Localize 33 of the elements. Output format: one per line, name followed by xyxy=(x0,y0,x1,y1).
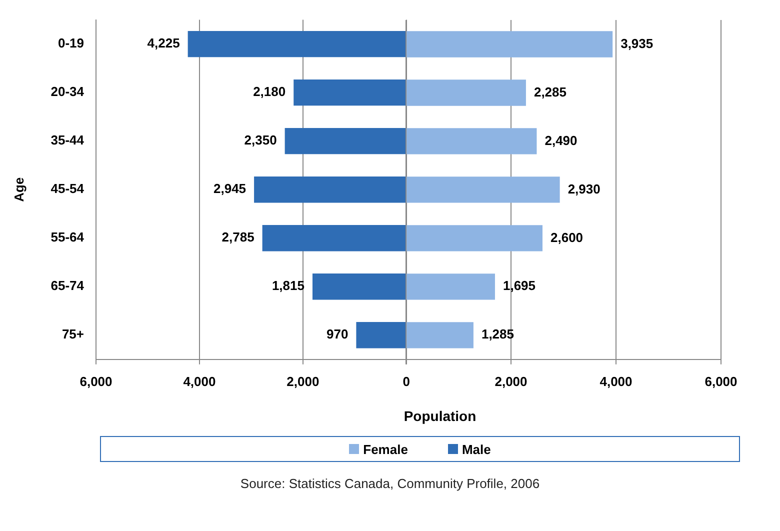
x-tick-label: 4,000 xyxy=(183,374,216,389)
data-label: 4,225 xyxy=(147,36,180,51)
x-axis-title: Population xyxy=(402,408,478,424)
data-label: 970 xyxy=(326,326,348,342)
data-label: 1,815 xyxy=(272,278,304,294)
x-tick-label: 2,000 xyxy=(286,374,320,389)
y-tick-label: 0-19 xyxy=(58,36,84,51)
data-label: 2,285 xyxy=(534,84,567,100)
data-label: 2,945 xyxy=(213,181,246,196)
data-label: 3,935 xyxy=(620,36,654,51)
y-axis-title: Age xyxy=(11,177,26,202)
data-label: 1,695 xyxy=(502,278,536,294)
x-tick-label: 0 xyxy=(402,374,410,389)
data-label: 2,350 xyxy=(244,132,277,148)
legend-label: Male xyxy=(460,442,491,456)
data-label: 1,285 xyxy=(481,326,514,342)
y-tick-label: 75+ xyxy=(62,326,84,342)
y-tick-label: 55-64 xyxy=(50,230,85,245)
data-label: 2,490 xyxy=(544,132,578,148)
y-tick-label: 20-34 xyxy=(50,84,85,100)
y-tick-label: 65-74 xyxy=(50,278,85,294)
data-label: 2,785 xyxy=(222,230,254,245)
x-tick-label: 6,000 xyxy=(704,374,738,389)
x-tick-label: 6,000 xyxy=(80,374,112,389)
x-tick-label: 4,000 xyxy=(600,374,632,389)
legend-label: Female xyxy=(362,442,408,456)
source-note: Source: Statistics Canada, Community Profile, 2006 xyxy=(239,476,541,491)
data-label: 2,180 xyxy=(253,84,286,100)
data-label: 2,930 xyxy=(568,181,600,196)
y-tick-label: 45-54 xyxy=(50,181,85,196)
data-label: 2,600 xyxy=(550,230,584,245)
x-tick-label: 2,000 xyxy=(494,374,528,389)
y-tick-label: 35-44 xyxy=(50,132,85,148)
